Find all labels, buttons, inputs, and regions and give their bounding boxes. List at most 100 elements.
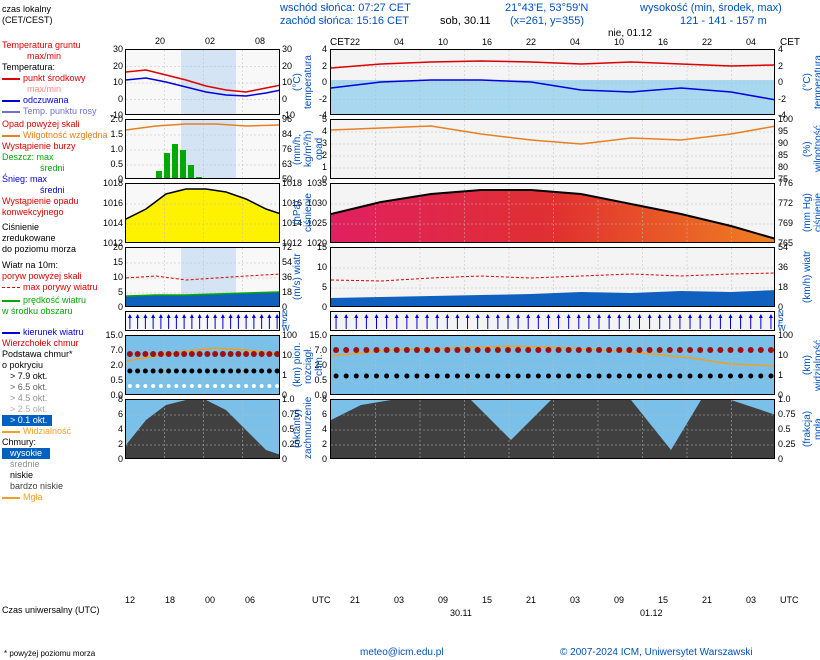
axis-tick: 0 — [98, 454, 123, 464]
axis-tick: 8 — [98, 394, 123, 404]
leg-l11b: konwekcyjnego — [2, 207, 122, 218]
xtick: 22 — [350, 37, 360, 47]
axis-tick: 15 — [98, 257, 123, 267]
xtick: 20 — [155, 36, 165, 46]
ylabel-r: (km/h) wiatr — [802, 247, 813, 307]
xtick: 16 — [658, 37, 668, 47]
chart-panel — [330, 311, 775, 331]
chart-panel — [330, 247, 775, 307]
leg-l32: Czas uniwersalny (UTC) — [2, 605, 122, 616]
leg-czas2: (CET/CEST) — [2, 15, 122, 26]
leg-l9: Deszcz: max — [2, 152, 54, 163]
xtick: 04 — [394, 37, 404, 47]
chart-panel — [125, 119, 280, 179]
leg-l24: > 0.1 okt. — [2, 415, 52, 426]
xtick: 12 — [125, 595, 135, 605]
xtick: 22 — [526, 37, 536, 47]
xtick: 03 — [570, 595, 580, 605]
leg-l29: niskie — [2, 470, 122, 481]
footer-email[interactable]: meteo@icm.edu.pl — [360, 647, 444, 658]
ylabel: (oktanty) zachmurzenie — [292, 399, 314, 459]
sunrise-label: wschód słońca: 07:27 CET — [280, 2, 411, 14]
xdate: 30.11 — [450, 608, 472, 618]
date-label: sob, 30.11 — [440, 15, 491, 27]
leg-l16: prędkość wiatru — [23, 295, 86, 306]
axis-tick: 20 — [98, 242, 123, 252]
axis-tick: 4 — [98, 424, 123, 434]
leg-l30: bardzo niskie — [2, 481, 122, 492]
xtick: 03 — [394, 595, 404, 605]
xtick: 02 — [205, 36, 215, 46]
chart-panel — [125, 49, 280, 115]
ylabel-r: (mm Hg) ciśnienie — [802, 183, 820, 243]
ylabel-r: (°C) temperatura — [802, 49, 820, 115]
axis-tick: 7.0 — [98, 345, 123, 355]
leg-l17: kierunek wiatru — [23, 327, 84, 338]
chart-panel — [125, 399, 280, 459]
axis-tick: 15.0 — [98, 330, 123, 340]
axis-tick: 10 — [302, 262, 327, 272]
leg-l10: Śnieg: max — [2, 174, 47, 185]
xtick: 21 — [526, 595, 536, 605]
chart-panel — [330, 399, 775, 459]
xtick: 18 — [165, 595, 175, 605]
alt-val: 121 - 141 - 157 m — [680, 15, 767, 27]
xtick: 21 — [702, 595, 712, 605]
axis-tick: 2.0 — [98, 114, 123, 124]
leg-l7: Wilgotność względna — [23, 130, 108, 141]
chart-panel — [330, 49, 775, 115]
axis-tick: 0.5 — [98, 159, 123, 169]
axis-tick: 1.0 — [98, 144, 123, 154]
xtick: 10 — [614, 37, 624, 47]
ylabel: (m/s) wiatr — [292, 247, 303, 307]
axis-tick: 30 — [98, 44, 123, 54]
axis-tick: 2.0 — [98, 360, 123, 370]
ylabel-r: (%) wilgotność wzgl. — [802, 119, 820, 179]
xtick: 06 — [245, 595, 255, 605]
ylabel: (°C) temperatura — [292, 49, 314, 115]
xtick: 04 — [746, 37, 756, 47]
xtick: 16 — [482, 37, 492, 47]
xtick: 15 — [482, 595, 492, 605]
footnote: * powyżej poziomu morza — [4, 649, 95, 658]
axis-tick: 0 — [98, 302, 123, 312]
coords-label: 21°43'E, 53°59'N — [505, 2, 588, 14]
chart-panel — [330, 183, 775, 243]
chart-panel — [125, 247, 280, 307]
axis-tick: 0.5 — [98, 375, 123, 385]
nsew: W — [282, 324, 312, 333]
ylabel: (km) pion. rozciągł. chm. — [292, 335, 325, 395]
axis-tick: 5 — [302, 282, 327, 292]
ylabel-r: (frakcja) mgła — [802, 399, 820, 459]
ylabel: (mm/h, kg/m²/h) opad — [292, 119, 325, 179]
axis-tick: 1018 — [98, 178, 123, 188]
xtick: 08 — [255, 36, 265, 46]
xtick: 03 — [746, 595, 756, 605]
chart-panel — [125, 311, 280, 331]
leg-l5: Temp. punktu rosy — [23, 106, 97, 117]
cet-left: CET — [330, 37, 350, 48]
chart-panel — [330, 119, 775, 179]
xtick: 00 — [205, 595, 215, 605]
xtick: 04 — [570, 37, 580, 47]
nsew: W — [778, 324, 808, 333]
xtick: 09 — [438, 595, 448, 605]
axis-tick: 10 — [98, 272, 123, 282]
leg-czas: czas lokalny — [2, 4, 122, 15]
axis-tick: 1.5 — [98, 129, 123, 139]
xy-label: (x=261, y=355) — [510, 15, 584, 27]
sunset-label: zachód słońca: 15:16 CET — [280, 15, 409, 27]
axis-tick: 1014 — [98, 218, 123, 228]
axis-tick: 0 — [98, 94, 123, 104]
leg-l3: punkt środkowy — [23, 73, 86, 84]
ylabel-r: (km) widzialność — [802, 335, 820, 395]
axis-tick: 10 — [98, 77, 123, 87]
ylabel: (hPa) ciśnienie — [292, 183, 314, 243]
leg-l15: max porywy wiatru — [23, 282, 98, 293]
axis-tick: 6 — [98, 409, 123, 419]
chart-panel — [125, 183, 280, 243]
utc-label: UTC — [780, 595, 799, 605]
utc-label: UTC — [312, 595, 331, 605]
chart-panel — [125, 335, 280, 395]
footer-copy: © 2007-2024 ICM, Uniwersytet Warszawski — [560, 647, 753, 658]
